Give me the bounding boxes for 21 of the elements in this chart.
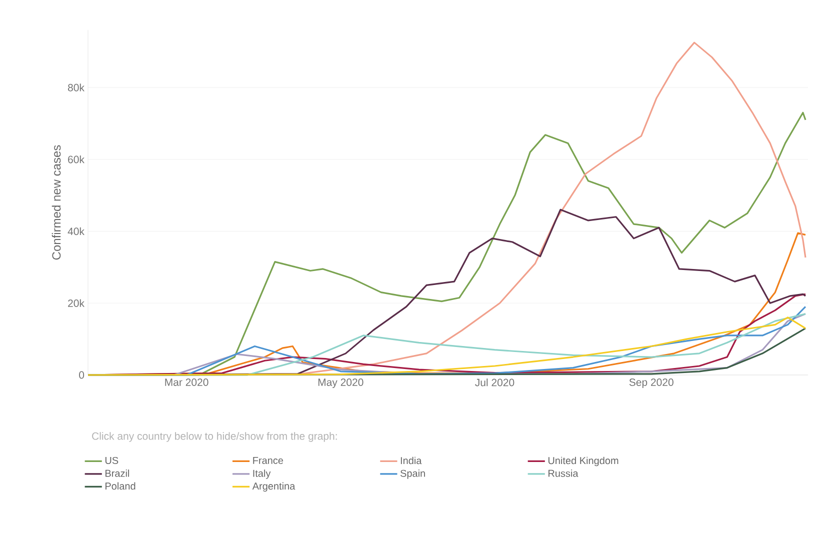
text: Click any country below to hide/show from the graph: <box>92 432 337 442</box>
legend-label: France <box>253 456 284 464</box>
legend-label: US <box>105 456 118 464</box>
legend-label: Spain <box>400 470 425 479</box>
y-tick-label: 80k <box>68 84 84 92</box>
legend-label: Argentina <box>252 482 296 492</box>
y-tick-label: 60k <box>68 156 84 164</box>
x-tick-label: Mar 2020 <box>165 378 208 386</box>
legend-label: United Kingdom <box>548 456 618 466</box>
x-tick-label: Jul 2020 <box>475 378 514 386</box>
y-tick-label: 20k <box>68 299 84 307</box>
x-tick-label: Sep 2020 <box>629 378 674 388</box>
legend-label: Italy <box>253 470 271 479</box>
y-tick-label: 0 <box>79 371 84 379</box>
legend-label: Russia <box>548 470 578 477</box>
legend-label: Poland <box>106 482 136 490</box>
legend-label: Brazil <box>106 470 130 477</box>
y-axis-title: Confirmed new cases <box>52 145 61 260</box>
legend-label: India <box>400 456 422 464</box>
y-tick-label: 40k <box>68 227 84 236</box>
x-tick-label: May 2020 <box>318 378 364 388</box>
